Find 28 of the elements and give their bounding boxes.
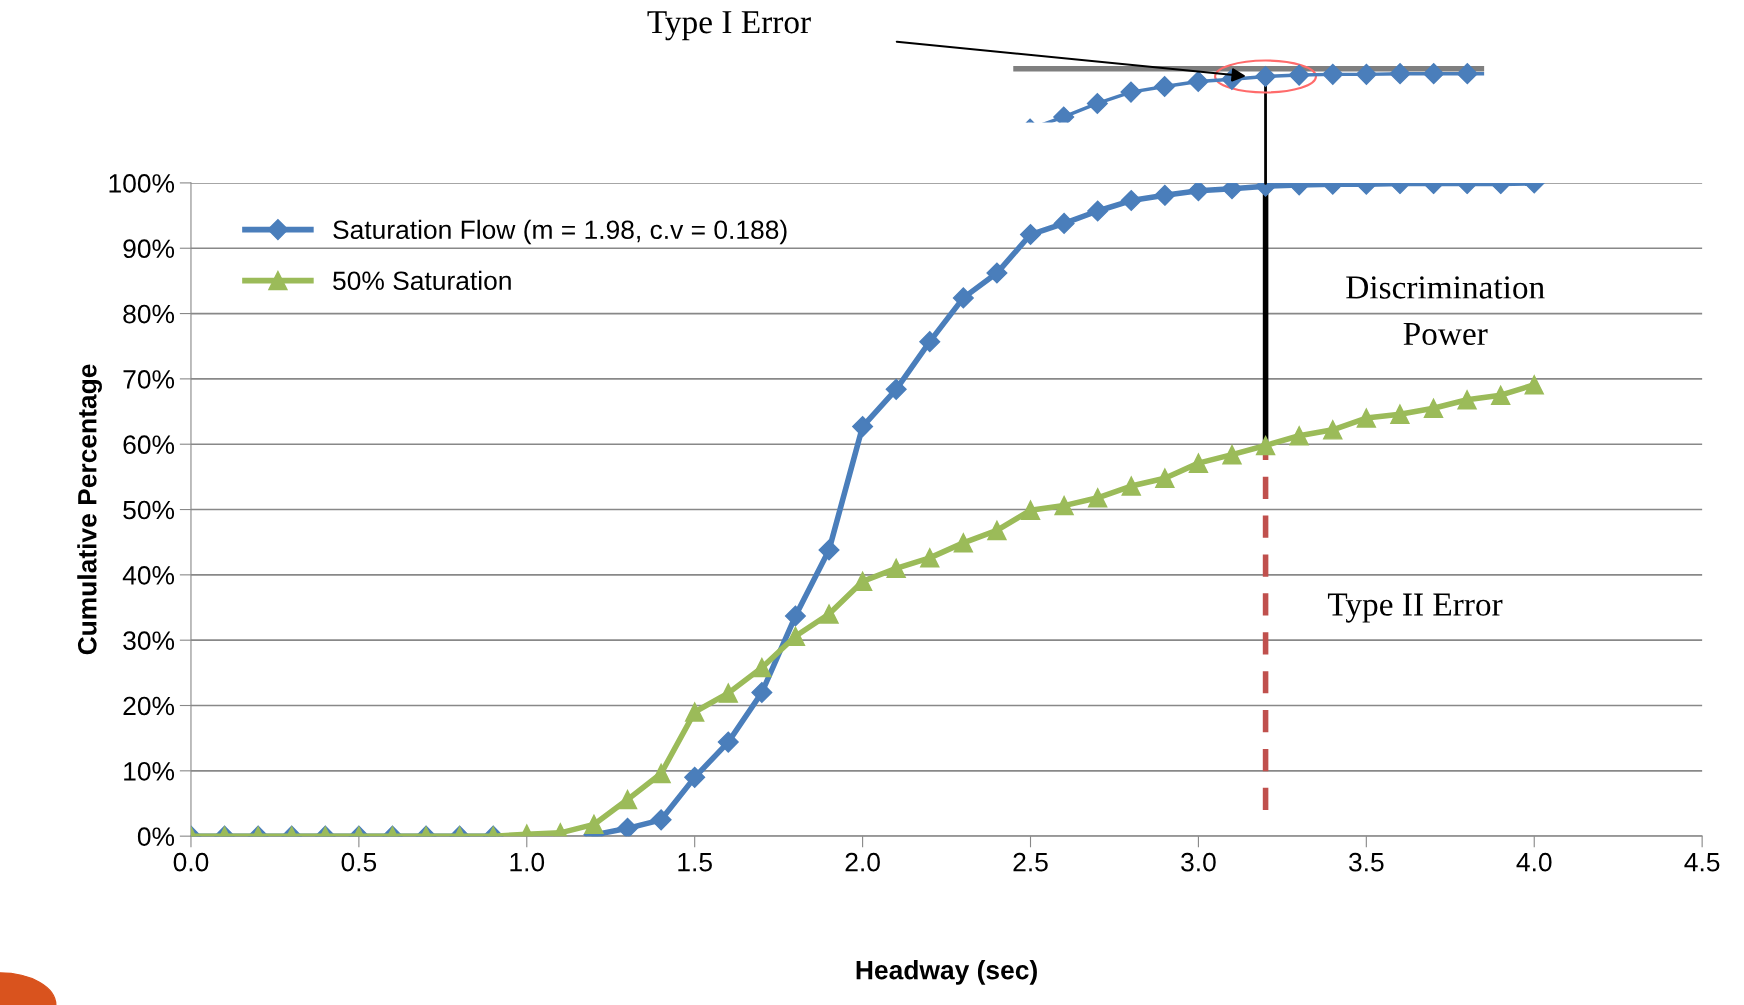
x-tick-label: 0.0: [173, 852, 209, 872]
y-tick-label: 0%: [137, 827, 175, 846]
x-tick-label: 3.5: [1348, 852, 1384, 872]
y-tick-label: 60%: [123, 435, 175, 455]
y-tick-label: 80%: [123, 304, 175, 324]
x-tick-label: 4.0: [1516, 852, 1552, 872]
legend-label: Saturation Flow (m = 1.98, c.v = 0.188): [333, 219, 787, 245]
x-tick-label: 3.0: [1181, 852, 1216, 872]
x-tick-label: 2.0: [845, 852, 880, 872]
annotation: Type II Error: [1327, 593, 1503, 623]
x-tick-label: 1.5: [678, 853, 712, 872]
legend-label: 50% Saturation: [333, 270, 511, 291]
y-tick-label: 30%: [123, 631, 175, 651]
text: Type I Error: [647, 11, 811, 41]
y-axis-title: Cumulative Percentage: [77, 364, 102, 655]
y-tick-label: 50%: [123, 500, 175, 520]
y-tick-label: 20%: [123, 696, 175, 716]
x-tick-label: 4.5: [1684, 853, 1720, 872]
y-tick-label: 70%: [123, 370, 175, 389]
x-tick-label: 0.5: [341, 852, 377, 872]
x-tick-label: 2.5: [1013, 852, 1048, 872]
y-tick-label: 90%: [123, 239, 175, 259]
annotation: Discrimination Power: [1346, 276, 1545, 346]
x-tick-label: 1.0: [510, 852, 545, 872]
y-tick-label: 10%: [124, 761, 175, 781]
y-tick-label: 40%: [122, 565, 175, 585]
x-axis-title: Headway (sec): [856, 960, 1037, 985]
y-tick-label: 100%: [109, 174, 175, 193]
